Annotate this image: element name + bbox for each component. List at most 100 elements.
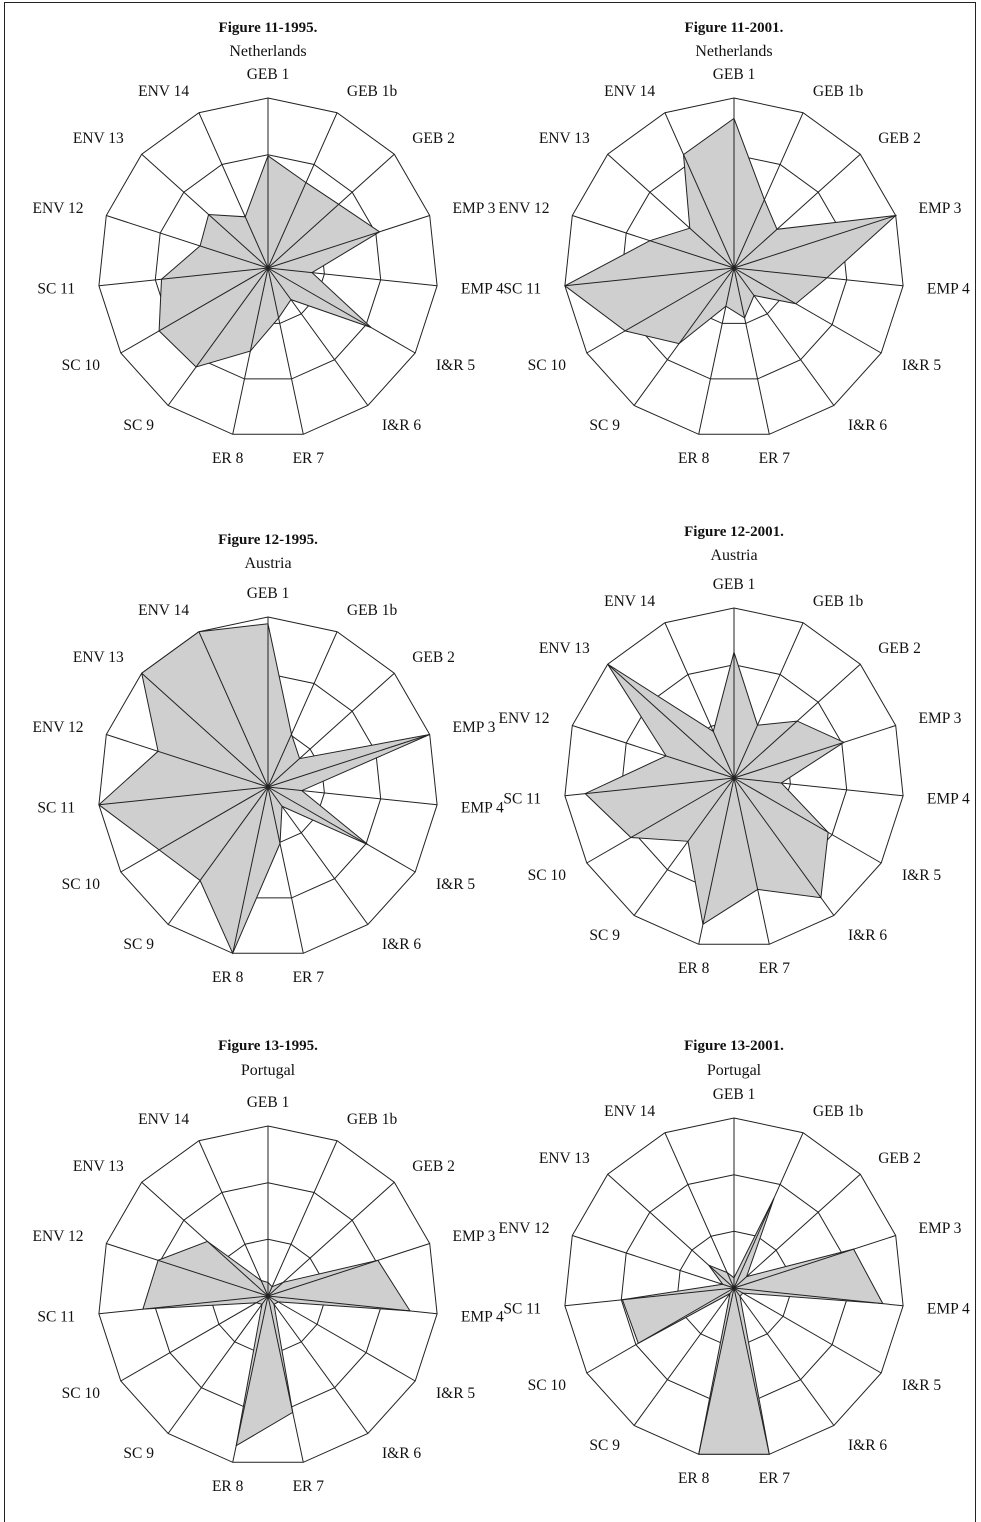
axis-spoke bbox=[665, 1133, 734, 1288]
axis-label: ER 8 bbox=[678, 960, 710, 977]
axis-label: I&R 6 bbox=[848, 1437, 887, 1454]
axis-label: ENV 13 bbox=[73, 1158, 124, 1175]
axis-label: EMP 3 bbox=[453, 200, 496, 217]
chart-title: Figure 12-1995. bbox=[28, 532, 508, 549]
axis-label: SC 9 bbox=[123, 936, 154, 953]
axis-label: SC 9 bbox=[123, 417, 154, 434]
axis-label: EMP 4 bbox=[927, 1300, 970, 1317]
axis-label: GEB 1 bbox=[247, 1094, 290, 1111]
axis-label: I&R 6 bbox=[382, 417, 421, 434]
axis-label: I&R 6 bbox=[848, 417, 887, 434]
axis-label: GEB 2 bbox=[878, 640, 921, 657]
axis-label: GEB 1b bbox=[813, 1103, 864, 1120]
axis-label: ENV 13 bbox=[539, 640, 590, 657]
axis-label: ENV 13 bbox=[539, 130, 590, 147]
axis-label: GEB 2 bbox=[412, 1158, 455, 1175]
axis-label: SC 10 bbox=[62, 357, 101, 374]
axis-label: ER 7 bbox=[759, 960, 791, 977]
axis-label: GEB 1 bbox=[713, 66, 756, 83]
axis-label: EMP 3 bbox=[453, 1228, 496, 1245]
radar-chart: GEB 1 GEB 1b GEB 2 EMP 3 EMP 4 I&R 5 I&R 6 ER 7… bbox=[494, 1078, 974, 1498]
axis-label: GEB 2 bbox=[412, 130, 455, 147]
radar-chart: GEB 1 GEB 1b GEB 2 EMP 3 EMP 4 I&R 5 I&R 6 ER 7… bbox=[494, 568, 974, 988]
axis-label: ER 7 bbox=[759, 450, 791, 467]
axis-label: I&R 5 bbox=[436, 357, 475, 374]
chart-panel-austria-2001: Figure 12-2001. Austria GEB 1 GEB 1b GEB 2… bbox=[494, 524, 974, 994]
axis-label: SC 11 bbox=[503, 280, 541, 297]
axis-label: ER 8 bbox=[212, 969, 244, 986]
axis-label: SC 10 bbox=[528, 867, 567, 884]
chart-subtitle: Austria bbox=[28, 555, 508, 573]
data-area bbox=[622, 1198, 882, 1454]
axis-label: I&R 5 bbox=[436, 1385, 475, 1402]
axis-label: SC 11 bbox=[37, 280, 75, 297]
chart-title: Figure 11-2001. bbox=[494, 20, 974, 37]
axis-label: SC 9 bbox=[589, 1437, 620, 1454]
chart-title: Figure 11-1995. bbox=[28, 20, 508, 37]
chart-title: Figure 12-2001. bbox=[494, 524, 974, 541]
axis-label: ENV 12 bbox=[499, 710, 550, 727]
axis-label: ER 7 bbox=[293, 969, 325, 986]
chart-panel-austria-1995: Figure 12-1995. Austria GEB 1 GEB 1b GEB 2… bbox=[28, 524, 508, 994]
axis-label: EMP 3 bbox=[919, 1220, 962, 1237]
axis-label: ENV 13 bbox=[73, 649, 124, 666]
axis-label: ER 7 bbox=[293, 1478, 325, 1495]
axis-label: ENV 13 bbox=[539, 1150, 590, 1167]
chart-title: Figure 13-1995. bbox=[28, 1038, 508, 1055]
axis-label: ER 8 bbox=[212, 450, 244, 467]
chart-subtitle: Portugal bbox=[28, 1062, 508, 1080]
axis-label: GEB 1b bbox=[347, 602, 398, 619]
axis-label: GEB 1b bbox=[813, 593, 864, 610]
axis-label: ENV 14 bbox=[138, 1111, 189, 1128]
axis-label: SC 10 bbox=[62, 1385, 101, 1402]
axis-label: EMP 4 bbox=[927, 790, 970, 807]
axis-label: EMP 3 bbox=[453, 719, 496, 736]
axis-label: SC 9 bbox=[589, 417, 620, 434]
axis-label: SC 10 bbox=[528, 1377, 567, 1394]
axis-label: GEB 2 bbox=[878, 1150, 921, 1167]
chart-subtitle: Austria bbox=[494, 547, 974, 565]
axis-label: GEB 1 bbox=[713, 576, 756, 593]
axis-label: GEB 1 bbox=[247, 585, 290, 602]
axis-label: I&R 6 bbox=[848, 927, 887, 944]
axis-label: EMP 3 bbox=[919, 710, 962, 727]
axis-label: ER 8 bbox=[678, 1470, 710, 1487]
axis-label: I&R 6 bbox=[382, 936, 421, 953]
data-area bbox=[565, 118, 896, 343]
axis-label: I&R 6 bbox=[382, 1445, 421, 1462]
axis-label: I&R 5 bbox=[902, 867, 941, 884]
axis-label: I&R 5 bbox=[902, 1377, 941, 1394]
axis-label: ENV 14 bbox=[604, 593, 655, 610]
axis-label: SC 11 bbox=[503, 1300, 541, 1317]
axis-label: ENV 12 bbox=[33, 719, 84, 736]
axis-label: SC 11 bbox=[503, 790, 541, 807]
axis-label: GEB 1 bbox=[247, 66, 290, 83]
axis-spoke bbox=[608, 1174, 734, 1288]
axis-label: ENV 12 bbox=[33, 1228, 84, 1245]
axis-label: ER 7 bbox=[759, 1470, 791, 1487]
chart-title: Figure 13-2001. bbox=[494, 1038, 974, 1055]
axis-label: ENV 12 bbox=[33, 200, 84, 217]
axis-label: GEB 2 bbox=[412, 649, 455, 666]
data-area bbox=[143, 1241, 410, 1445]
axis-label: SC 9 bbox=[589, 927, 620, 944]
axis-label: GEB 1 bbox=[713, 1086, 756, 1103]
axis-label: SC 10 bbox=[528, 357, 567, 374]
axis-label: I&R 5 bbox=[902, 357, 941, 374]
axis-label: GEB 1b bbox=[347, 1111, 398, 1128]
axis-label: ENV 14 bbox=[604, 1103, 655, 1120]
axis-label: GEB 2 bbox=[878, 130, 921, 147]
axis-label: ENV 14 bbox=[604, 83, 655, 100]
axis-label: ER 8 bbox=[678, 450, 710, 467]
axis-spoke bbox=[572, 1236, 734, 1289]
axis-label: EMP 3 bbox=[919, 200, 962, 217]
axis-label: GEB 1b bbox=[813, 83, 864, 100]
axis-label: SC 11 bbox=[37, 799, 75, 816]
